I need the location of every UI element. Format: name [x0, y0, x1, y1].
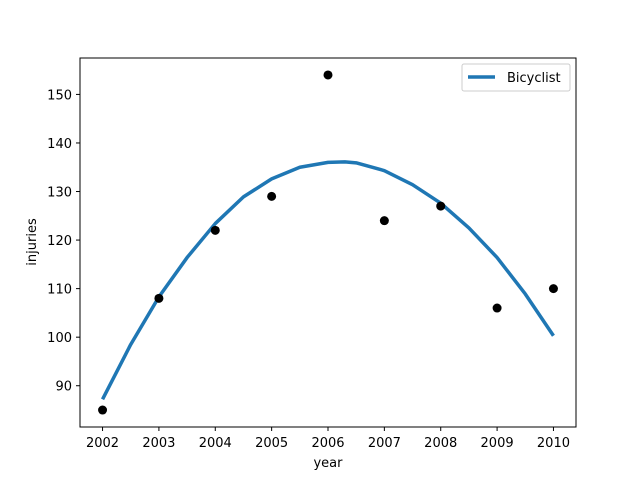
- x-tick-label: 2004: [199, 436, 232, 451]
- legend: Bicyclist: [461, 63, 571, 92]
- x-tick-label: 2005: [255, 436, 288, 451]
- x-tick-label: 2002: [86, 436, 119, 451]
- x-tick-label: 2006: [311, 436, 344, 451]
- data-point: [436, 201, 446, 211]
- legend-box: [461, 63, 571, 92]
- points-layer: [98, 70, 558, 415]
- data-point: [548, 284, 558, 294]
- y-tick-label: 150: [47, 88, 72, 103]
- x-tick-label: 2009: [481, 436, 514, 451]
- x-tick-label: 2007: [368, 436, 401, 451]
- x-tick-label: 2003: [142, 436, 175, 451]
- data-point: [267, 191, 277, 201]
- y-axis-label: injuries: [25, 218, 40, 266]
- y-tick-label: 110: [47, 283, 72, 298]
- y-tick-label: 130: [47, 186, 72, 201]
- data-point: [323, 70, 333, 80]
- y-tick-label: 90: [55, 380, 72, 395]
- x-ticks: 2002 2003 2004 2005 2006 2007 2008 2009 2010: [86, 427, 570, 451]
- y-ticks: 90 100 110 120 130 140 150: [47, 88, 80, 395]
- y-tick-label: 120: [47, 234, 72, 249]
- legend-label: Bicyclist: [507, 71, 561, 86]
- x-tick-label: 2010: [537, 436, 570, 451]
- fit-line-bicyclist: [100, 160, 555, 401]
- fit-layer: [100, 160, 555, 401]
- x-tick-label: 2008: [424, 436, 457, 451]
- x-axis-label: year: [313, 456, 343, 471]
- plot-area: [80, 58, 576, 427]
- data-point: [98, 405, 108, 415]
- y-tick-label: 140: [47, 137, 72, 152]
- data-point: [210, 225, 220, 235]
- data-point: [154, 293, 164, 303]
- y-tick-label: 100: [47, 331, 72, 346]
- data-point: [379, 216, 389, 226]
- data-point: [492, 303, 502, 313]
